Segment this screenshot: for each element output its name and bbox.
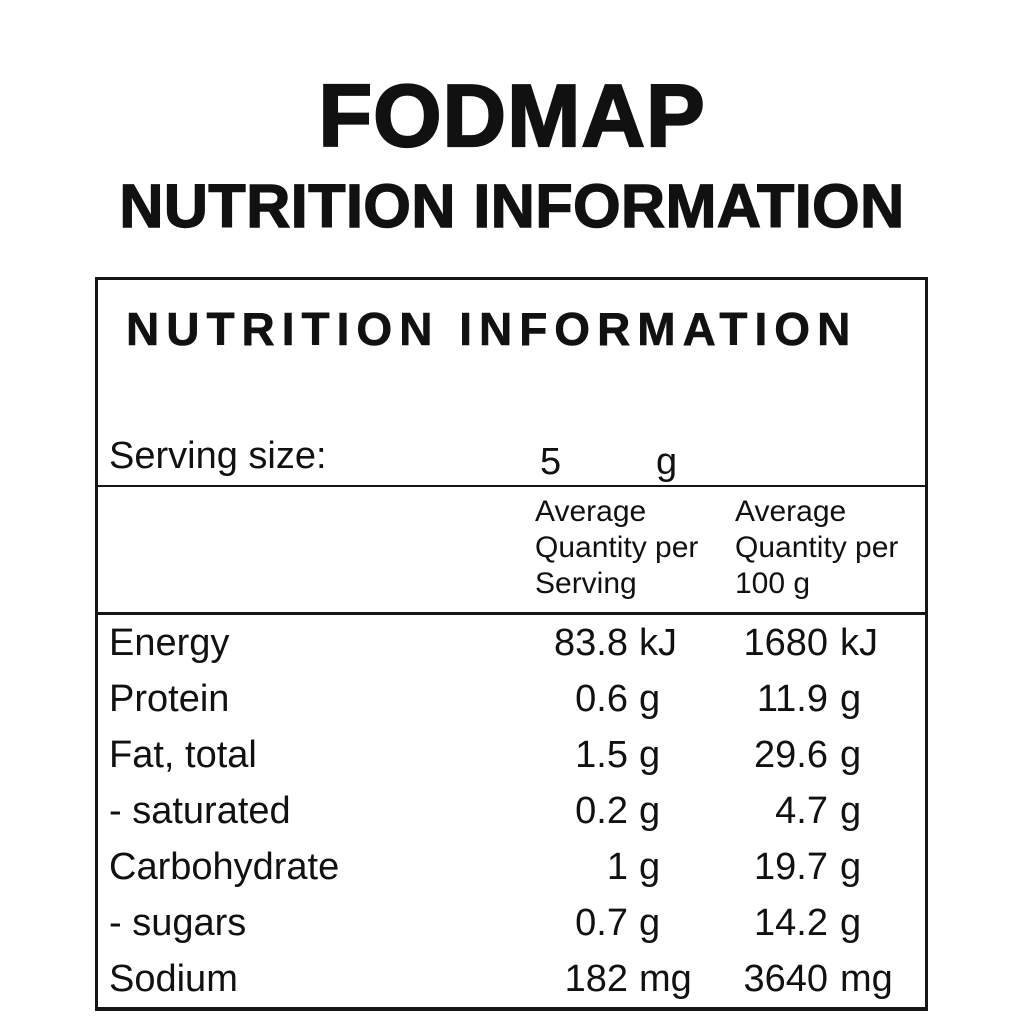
table-row-carbohydrate: Carbohydrate 1 g 19.7 g xyxy=(98,839,925,895)
per-serving-unit: g xyxy=(639,734,661,776)
nutrition-panel: NUTRITION INFORMATION Serving size: 5 g … xyxy=(95,277,928,1011)
column-headers: Average Quantity per Serving Average Qua… xyxy=(98,485,925,612)
table-row-sugars: - sugars 0.7 g 14.2 g xyxy=(98,895,925,951)
page-heading: NUTRITION INFORMATION xyxy=(119,172,905,240)
per-serving-unit: g xyxy=(639,902,661,944)
serving-size-unit: g xyxy=(656,441,678,483)
per-100g-unit: g xyxy=(840,734,862,776)
serving-size-value: 5 xyxy=(540,441,562,483)
serving-size-row: Serving size: 5 g xyxy=(98,433,925,483)
per-serving-value: 0.2 xyxy=(575,790,628,832)
panel-top-section: NUTRITION INFORMATION Serving size: 5 g xyxy=(98,280,925,485)
brand-title: FODMAP xyxy=(317,66,706,165)
per-100g-line2: Quantity per xyxy=(735,531,899,564)
per-serving-line3: Serving xyxy=(535,567,637,600)
table-row-energy: Energy 83.8 kJ 1680 kJ xyxy=(98,615,925,671)
nutrient-label: - saturated xyxy=(109,790,291,832)
per-100g-value: 19.7 xyxy=(754,846,828,888)
per-serving-unit: g xyxy=(639,790,661,832)
nutrient-label: - sugars xyxy=(109,902,247,944)
per-100g-value: 4.7 xyxy=(775,790,828,832)
nutrient-rows: Energy 83.8 kJ 1680 kJ Protein 0.6 g 11.… xyxy=(98,612,925,1007)
nutrient-label: Energy xyxy=(109,622,230,664)
panel-heading: NUTRITION INFORMATION xyxy=(126,303,858,355)
table-row-fat-total: Fat, total 1.5 g 29.6 g xyxy=(98,727,925,783)
per-serving-unit: kJ xyxy=(639,622,677,664)
per-100g-line1: Average xyxy=(735,495,847,528)
per-100g-value: 14.2 xyxy=(754,902,828,944)
table-row-sodium: Sodium 182 mg 3640 mg xyxy=(98,951,925,1007)
nutrient-label: Protein xyxy=(109,678,230,720)
per-100g-value: 1680 xyxy=(743,622,828,664)
per-serving-unit: mg xyxy=(639,958,692,1000)
per-100g-line3: 100 g xyxy=(735,567,811,600)
per-serving-value: 1 xyxy=(606,846,628,888)
per-100g-value: 11.9 xyxy=(756,678,828,720)
column-header-per-100g: Average Quantity per 100 g xyxy=(735,494,925,612)
per-serving-unit: g xyxy=(639,846,661,888)
per-100g-unit: g xyxy=(840,846,862,888)
per-100g-unit: g xyxy=(840,902,862,944)
per-serving-value: 0.7 xyxy=(575,902,628,944)
table-row-protein: Protein 0.6 g 11.9 g xyxy=(98,671,925,727)
per-100g-unit: mg xyxy=(840,958,893,1000)
column-header-per-serving: Average Quantity per Serving xyxy=(535,494,735,612)
per-100g-unit: g xyxy=(840,790,862,832)
per-100g-unit: g xyxy=(840,678,862,720)
column-header-spacer xyxy=(98,494,535,612)
table-row-saturated: - saturated 0.2 g 4.7 g xyxy=(98,783,925,839)
per-100g-value: 29.6 xyxy=(754,734,828,776)
per-serving-value: 0.6 xyxy=(575,678,628,720)
per-serving-value: 182 xyxy=(564,958,628,1000)
per-serving-value: 1.5 xyxy=(575,734,628,776)
serving-size-label: Serving size: xyxy=(109,435,327,477)
per-serving-unit: g xyxy=(639,678,661,720)
per-serving-value: 83.8 xyxy=(554,622,628,664)
per-100g-unit: kJ xyxy=(840,622,878,664)
per-serving-line1: Average xyxy=(535,495,647,528)
nutrient-label: Carbohydrate xyxy=(109,846,340,888)
per-100g-value: 3640 xyxy=(743,958,828,1000)
per-serving-line2: Quantity per xyxy=(535,531,699,564)
nutrient-label: Fat, total xyxy=(109,734,257,776)
nutrient-label: Sodium xyxy=(109,958,238,1000)
